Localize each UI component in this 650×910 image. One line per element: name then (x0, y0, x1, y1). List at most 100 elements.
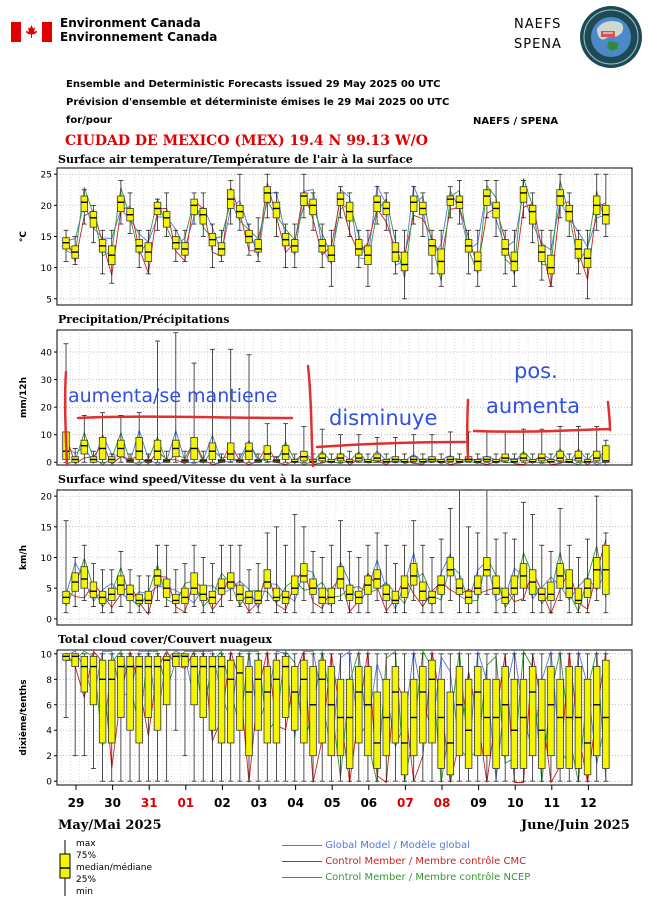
box-iqr (300, 659, 308, 744)
box-plot (208, 653, 217, 782)
day-label: 04 (287, 796, 304, 810)
box-plot (190, 653, 198, 782)
annotation-aumenta-2: aumenta (486, 394, 580, 418)
box-plot (364, 653, 372, 782)
box-plot (162, 450, 171, 463)
y-tick-label: 0 (46, 459, 52, 469)
day-label: 30 (104, 796, 121, 810)
box-iqr (583, 678, 592, 776)
box-iqr (291, 666, 299, 731)
box-plot (144, 453, 153, 463)
box-iqr (309, 578, 317, 595)
panel-3: 0 2 4 6 8 10 dixième/tenths (18, 649, 633, 788)
box-plot (126, 569, 134, 614)
box-iqr (492, 678, 500, 769)
box-plot (409, 434, 418, 463)
box-iqr (409, 563, 418, 586)
box-iqr (190, 655, 198, 706)
box-iqr (538, 245, 546, 262)
box-plot (117, 653, 125, 782)
box-iqr (437, 678, 445, 769)
box-plot (593, 426, 601, 463)
naefs-logo (579, 5, 643, 69)
box-plot (80, 189, 88, 225)
box-plot (181, 563, 189, 614)
box-plot (437, 453, 445, 463)
box-plot (217, 653, 226, 782)
box-plot (364, 453, 372, 463)
box-plot (281, 653, 290, 782)
box-plot (153, 544, 162, 601)
box-iqr (291, 575, 299, 595)
box-iqr (528, 666, 537, 757)
month-right: June/Juin 2025 (521, 818, 630, 833)
box-iqr (300, 563, 308, 583)
day-label: 02 (214, 796, 231, 810)
box-plot (528, 514, 537, 614)
legend-cmc-row: Control Member / Membre contrôle CMC (282, 856, 526, 867)
box-iqr (199, 584, 207, 601)
y-tick-label: 15 (41, 523, 52, 533)
box-legend-icon (59, 840, 71, 896)
box-iqr (528, 204, 537, 225)
y-tick-label: 10 (41, 554, 53, 564)
box-plot (208, 348, 217, 463)
y-tick-label: 10 (41, 431, 53, 441)
box-plot (108, 229, 116, 284)
box-plot (565, 544, 573, 614)
box-plot (510, 453, 519, 463)
legend-ncep-line (282, 876, 322, 878)
box-plot (391, 437, 400, 463)
box-iqr (98, 659, 107, 744)
box-plot (318, 653, 326, 782)
panel-frame (56, 649, 633, 786)
box-plot (300, 526, 308, 601)
box-iqr (144, 590, 153, 604)
box-plot (355, 557, 363, 614)
box-plot (199, 192, 207, 237)
box-plot (272, 192, 281, 237)
box-plot (355, 434, 363, 463)
box-plot (236, 453, 244, 463)
y-axis-label: °C (19, 231, 29, 243)
annotation-bracket (306, 364, 315, 468)
box-iqr (162, 211, 171, 228)
y-tick-label: 4 (46, 727, 52, 737)
box-plot (208, 563, 217, 614)
box-plot (565, 653, 573, 782)
box-plot (181, 653, 189, 757)
box-plot (181, 229, 189, 262)
box-plot (556, 508, 564, 601)
box-iqr (464, 678, 473, 769)
box-plot (437, 653, 445, 782)
agency-name-en: Environment Canada (60, 16, 201, 30)
box-plot (538, 428, 546, 463)
box-plot (464, 653, 473, 782)
box-iqr (483, 189, 491, 206)
box-plot (226, 180, 235, 225)
box-iqr (300, 192, 308, 206)
box-plot (281, 223, 290, 269)
box-plot (199, 653, 207, 782)
box-plot (336, 520, 345, 601)
box-plot (327, 544, 336, 614)
box-iqr (373, 195, 381, 212)
box-plot (327, 229, 336, 287)
box-plot (162, 544, 171, 607)
naefs-label: NAEFS SPENA (514, 15, 562, 55)
box-plot (455, 180, 464, 225)
box-plot (547, 229, 555, 287)
box-iqr (547, 254, 555, 275)
box-plot (217, 544, 226, 607)
box-plot (263, 653, 271, 782)
legend-median: median/médiane (76, 863, 153, 873)
box-plot (574, 229, 583, 275)
box-plot (108, 569, 116, 614)
panel-frame (56, 167, 633, 306)
box-iqr (355, 239, 363, 256)
panel-frame (56, 329, 633, 466)
box-plot (272, 653, 281, 782)
annotation-aumenta: aumenta/se mantiene (68, 385, 277, 407)
box-plot (565, 192, 573, 237)
box-iqr (455, 666, 464, 757)
